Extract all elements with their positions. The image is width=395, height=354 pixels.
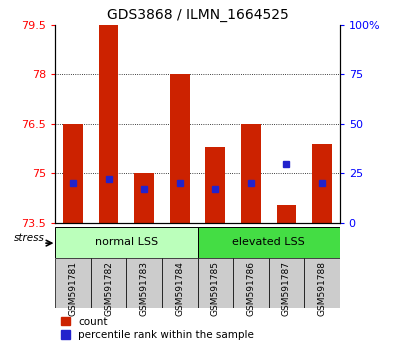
Bar <box>55 258 91 308</box>
Text: elevated LSS: elevated LSS <box>232 238 305 247</box>
Bar <box>198 227 340 258</box>
Bar <box>91 258 126 308</box>
Bar <box>162 258 198 308</box>
Bar <box>312 144 332 223</box>
Bar <box>55 227 198 258</box>
Text: GSM591788: GSM591788 <box>318 261 326 316</box>
Bar <box>126 258 162 308</box>
Bar <box>269 258 304 308</box>
Bar <box>276 205 296 223</box>
Text: GSM591782: GSM591782 <box>104 261 113 316</box>
Text: GSM591781: GSM591781 <box>69 261 77 316</box>
Text: GSM591786: GSM591786 <box>246 261 255 316</box>
Bar <box>233 258 269 308</box>
Bar <box>304 258 340 308</box>
Text: GSM591784: GSM591784 <box>175 261 184 316</box>
Title: GDS3868 / ILMN_1664525: GDS3868 / ILMN_1664525 <box>107 8 288 22</box>
Bar <box>241 124 261 223</box>
Bar <box>99 25 118 223</box>
Text: GSM591783: GSM591783 <box>140 261 149 316</box>
Bar <box>198 258 233 308</box>
Text: GSM591787: GSM591787 <box>282 261 291 316</box>
Text: stress: stress <box>14 233 45 243</box>
Text: GSM591785: GSM591785 <box>211 261 220 316</box>
Text: normal LSS: normal LSS <box>95 238 158 247</box>
Bar <box>170 74 190 223</box>
Bar <box>134 173 154 223</box>
Legend: count, percentile rank within the sample: count, percentile rank within the sample <box>60 317 254 340</box>
Bar <box>205 147 225 223</box>
Bar <box>63 124 83 223</box>
